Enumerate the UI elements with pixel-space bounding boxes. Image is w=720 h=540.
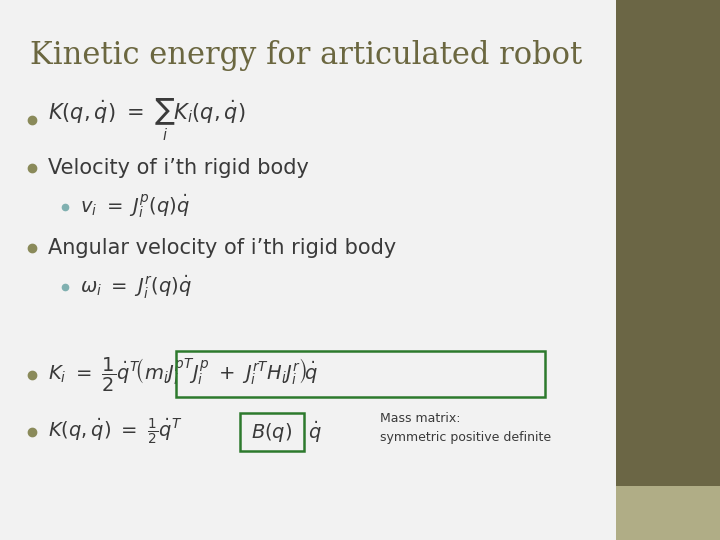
- Text: $K(q,\dot{q})\ =\ \sum_i K_i(q,\dot{q})$: $K(q,\dot{q})\ =\ \sum_i K_i(q,\dot{q})$: [48, 97, 246, 143]
- Text: $\dot{q}$: $\dot{q}$: [308, 419, 322, 445]
- Text: Kinetic energy for articulated robot: Kinetic energy for articulated robot: [30, 40, 582, 71]
- Bar: [616, 0, 720, 540]
- Text: Angular velocity of i’th rigid body: Angular velocity of i’th rigid body: [48, 238, 396, 258]
- Text: $\omega_i\ =\ J_i^r(q)\dot{q}$: $\omega_i\ =\ J_i^r(q)\dot{q}$: [80, 273, 192, 301]
- Text: $K(q,\dot{q})\ =\ \frac{1}{2}\dot{q}^T\ $: $K(q,\dot{q})\ =\ \frac{1}{2}\dot{q}^T\ …: [48, 417, 182, 447]
- Text: $v_i\ =\ J_i^p(q)\dot{q}$: $v_i\ =\ J_i^p(q)\dot{q}$: [80, 193, 190, 221]
- Text: Mass matrix:
symmetric positive definite: Mass matrix: symmetric positive definite: [380, 412, 551, 444]
- Text: Velocity of i’th rigid body: Velocity of i’th rigid body: [48, 158, 309, 178]
- Bar: [616, 486, 720, 540]
- Text: $K_i\ =\ \dfrac{1}{2}\dot{q}^T\!\left(m_i J_i^{pT} J_i^p\ +\ J_i^{rT} H_i J_i^r\: $K_i\ =\ \dfrac{1}{2}\dot{q}^T\!\left(m_…: [48, 356, 318, 394]
- Text: $B(q)$: $B(q)$: [251, 421, 292, 443]
